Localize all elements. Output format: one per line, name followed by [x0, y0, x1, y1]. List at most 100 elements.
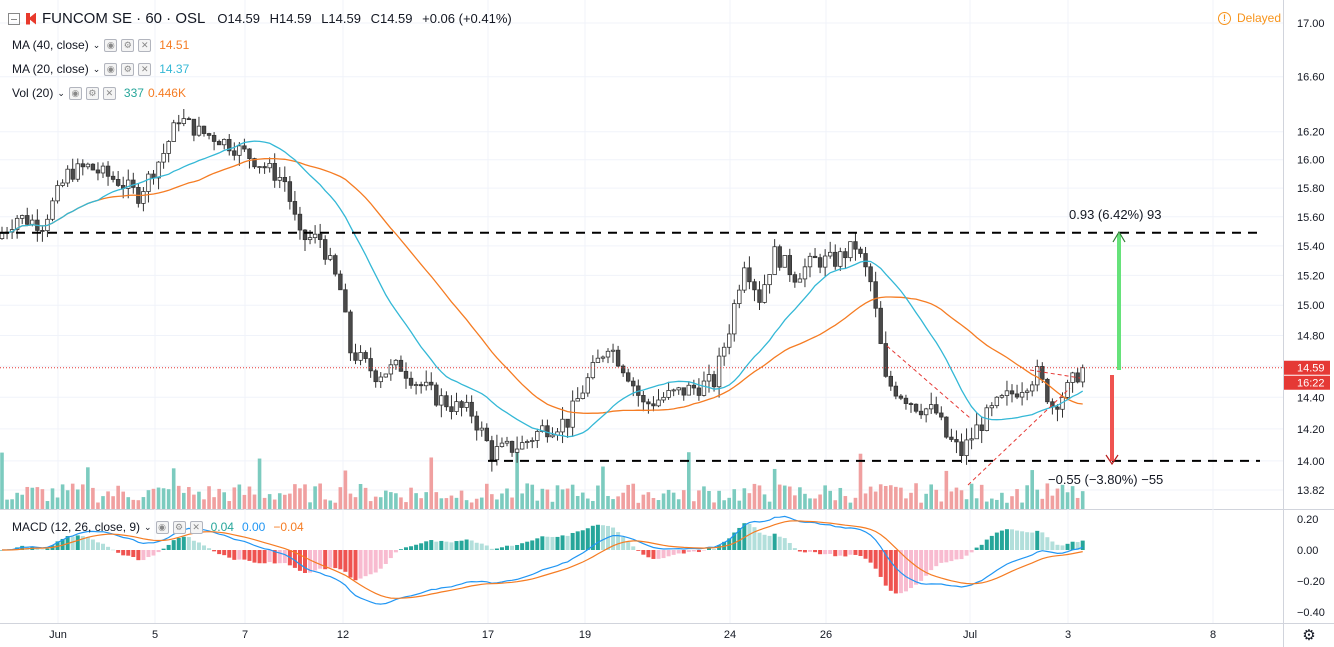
candle-body — [262, 166, 267, 169]
eye-icon[interactable]: ◉ — [104, 62, 118, 76]
candle-body — [499, 442, 505, 447]
eye-icon[interactable]: ◉ — [104, 38, 118, 52]
macd-hist-bar — [202, 545, 206, 550]
macd-hist-bar — [414, 544, 419, 550]
macd-hist-bar — [232, 550, 237, 560]
volume-bar — [1000, 492, 1004, 509]
macd-hist-bar — [1035, 530, 1040, 550]
macd-hist-bar — [974, 547, 979, 550]
macd-hist-bar — [747, 523, 752, 550]
volume-bar — [368, 501, 373, 509]
volume-bar — [378, 497, 383, 509]
volume-bar — [15, 492, 19, 509]
candle-body — [171, 122, 176, 142]
macd-tick-label: 0.00 — [1297, 545, 1318, 557]
macd-hist-bar — [484, 545, 489, 550]
candle-body — [868, 266, 873, 283]
volume-bar — [389, 492, 393, 509]
symbol-title[interactable]: FUNCOM SE · 60 · OSL — [42, 10, 206, 27]
ma20-legend[interactable]: MA (20, close) ⌄ ◉ ⚙ ✕ 14.37 — [12, 62, 189, 76]
candle-body — [489, 440, 495, 461]
volume-bar — [894, 486, 898, 509]
macd-hist-bar — [1070, 541, 1075, 550]
macd-hist-bar — [45, 548, 50, 550]
ma40-legend[interactable]: MA (40, close) ⌄ ◉ ⚙ ✕ 14.51 — [12, 38, 189, 52]
volume-bar — [353, 497, 358, 509]
candle-body — [70, 168, 75, 180]
macd-hist-bar — [373, 550, 378, 573]
gear-icon[interactable]: ⚙ — [172, 520, 186, 534]
candle-body — [641, 395, 646, 403]
down-measure-bar — [1110, 375, 1114, 461]
volume-bar — [111, 496, 115, 509]
macd-hist-bar — [600, 525, 605, 550]
volume-bar — [459, 490, 464, 509]
macd-legend[interactable]: MACD (12, 26, close, 9) ⌄ ◉ ⚙ ✕ 0.04 0.00 … — [12, 520, 304, 534]
volume-bar — [1035, 489, 1040, 509]
volume-bar — [752, 483, 757, 509]
candle-body — [418, 384, 424, 387]
close-icon[interactable]: ✕ — [189, 520, 203, 534]
candle-body — [403, 370, 409, 379]
volume-bar — [65, 490, 70, 509]
candle-body — [100, 165, 106, 174]
volume-bar — [419, 498, 423, 509]
price-tick-label: 15.60 — [1297, 212, 1325, 224]
chevron-down-icon[interactable]: ⌄ — [92, 63, 101, 74]
gear-icon[interactable]: ⚙ — [85, 86, 99, 100]
candle-body — [484, 427, 489, 442]
candle-body — [126, 179, 131, 189]
close-icon[interactable]: ✕ — [138, 62, 152, 76]
eye-icon[interactable]: ◉ — [155, 520, 169, 534]
gear-icon[interactable]: ⚙ — [1302, 627, 1315, 644]
volume-bar — [161, 488, 166, 509]
macd-hist-bar — [454, 541, 459, 550]
time-tick-label: 24 — [724, 629, 736, 641]
candle-body — [358, 352, 363, 361]
vol-legend[interactable]: Vol (20) ⌄ ◉ ⚙ ✕ 337 0.446K — [12, 86, 186, 100]
volume-bar — [293, 484, 297, 509]
macd-hist-bar — [328, 550, 333, 568]
macd-hist-bar — [939, 550, 944, 563]
volume-bar — [863, 493, 868, 509]
macd-hist-bar — [696, 550, 701, 553]
macd-hist-bar — [919, 550, 924, 581]
delayed-badge[interactable]: ! Delayed — [1218, 11, 1281, 25]
candle-body — [393, 359, 399, 366]
macd-hist-bar — [742, 523, 747, 550]
gear-icon[interactable]: ⚙ — [121, 62, 135, 76]
macd-hist-bar — [903, 550, 908, 592]
volume-bar — [909, 492, 913, 509]
candle-body — [595, 357, 601, 363]
volume-bar — [717, 490, 721, 509]
candle-body — [565, 418, 570, 428]
candle-body — [322, 239, 328, 260]
close-icon[interactable]: ✕ — [102, 86, 116, 100]
volume-bar — [212, 497, 216, 509]
chevron-down-icon[interactable]: ⌄ — [57, 87, 65, 98]
volume-bar — [141, 497, 146, 509]
candle-body — [237, 145, 242, 156]
volume-bar — [409, 487, 413, 509]
candle-body — [676, 387, 681, 391]
chevron-down-icon[interactable]: ⌄ — [92, 39, 101, 50]
up-measure-arrowhead — [1112, 230, 1126, 243]
gear-icon[interactable]: ⚙ — [121, 38, 135, 52]
macd-hist-bar — [1045, 537, 1050, 550]
macd-hist-bar — [1075, 542, 1080, 550]
volume-bar — [182, 492, 186, 509]
collapse-icon[interactable] — [8, 12, 20, 25]
macd-hist-bar — [95, 542, 100, 550]
eye-icon[interactable]: ◉ — [68, 86, 82, 100]
candle-body — [954, 439, 959, 443]
volume-bar — [964, 499, 969, 509]
price-tick-label: 16.20 — [1297, 127, 1325, 139]
chevron-down-icon[interactable]: ⌄ — [144, 521, 152, 532]
candle-body — [1035, 366, 1040, 386]
macd-hist-bar — [1055, 544, 1060, 550]
macd-hist-bar — [883, 550, 888, 586]
volume-bar — [394, 493, 398, 509]
candle-body — [247, 148, 252, 159]
close-icon[interactable]: ✕ — [138, 38, 152, 52]
